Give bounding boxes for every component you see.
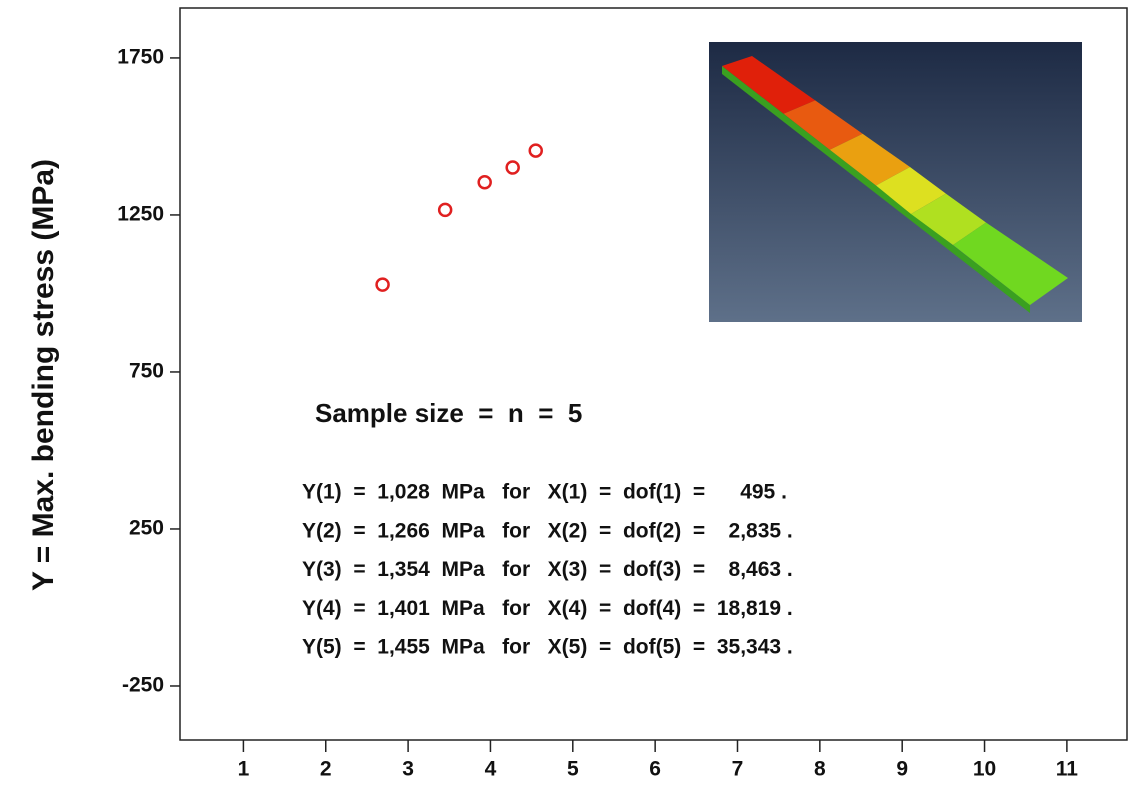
annotation-line: Y(5) = 1,455 MPa for X(5) = dof(5) = 35,…	[302, 636, 793, 659]
annotation-title: Sample size = n = 5	[315, 398, 582, 428]
inset-image	[709, 42, 1082, 322]
annotation-line: Y(4) = 1,401 MPa for X(4) = dof(4) = 18,…	[302, 597, 793, 620]
x-tick-label: 6	[649, 758, 661, 781]
annotation-line: Y(2) = 1,266 MPa for X(2) = dof(2) = 2,8…	[302, 519, 793, 542]
annotation-line: Y(1) = 1,028 MPa for X(1) = dof(1) = 495…	[302, 481, 787, 504]
y-tick-label: 1750	[117, 45, 164, 68]
x-tick-label: 10	[973, 758, 996, 781]
x-tick-label: 8	[814, 758, 826, 781]
y-tick-label: 250	[129, 517, 164, 540]
x-tick-label: 4	[485, 758, 497, 781]
y-tick-label: 1250	[117, 202, 164, 225]
x-tick-label: 2	[320, 758, 332, 781]
x-tick-label: 11	[1056, 758, 1079, 781]
x-tick-label: 1	[238, 758, 250, 781]
x-tick-label: 5	[567, 758, 579, 781]
data-point	[439, 204, 451, 216]
x-tick-label: 9	[896, 758, 908, 781]
data-point	[530, 145, 542, 157]
annotation-line: Y(3) = 1,354 MPa for X(3) = dof(3) = 8,4…	[302, 558, 793, 581]
y-tick-label: -250	[122, 674, 164, 697]
y-axis-label: Y = Max. bending stress (MPa)	[27, 159, 60, 591]
y-tick-label: 750	[129, 360, 164, 383]
x-tick-label: 7	[732, 758, 744, 781]
chart: Y = Max. bending stress (MPa) -250 250 750…	[0, 0, 1128, 805]
x-tick-label: 3	[402, 758, 414, 781]
data-point	[507, 162, 519, 174]
data-point	[479, 176, 491, 188]
data-point	[377, 279, 389, 291]
